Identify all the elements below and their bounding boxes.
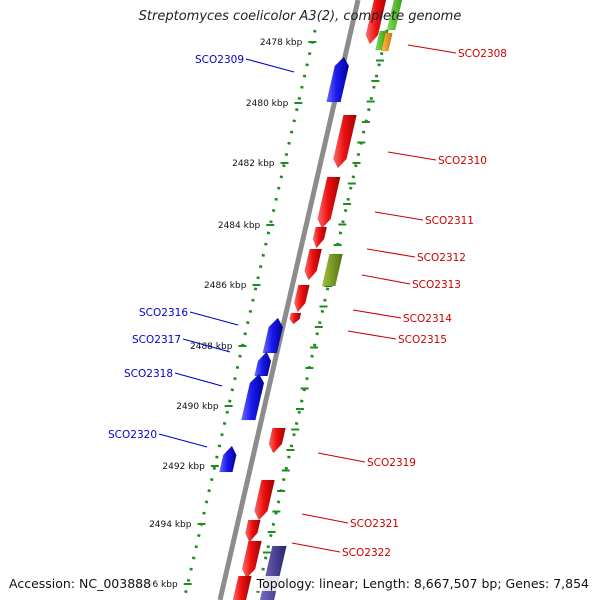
genome-summary: Topology: linear; Length: 8,667,507 bp; … — [254, 576, 591, 591]
kbp-label: 2482 kbp — [232, 159, 275, 169]
right-ruler-track — [254, 29, 389, 600]
leader-line-sco2308 — [407, 44, 457, 54]
leader-line-sco2322 — [291, 542, 341, 553]
gene-label-sco2321[interactable]: SCO2321 — [350, 518, 399, 530]
gene-arrow-sco2307[interactable] — [365, 0, 388, 45]
gene-arrow-sco2324[interactable] — [232, 575, 252, 600]
accession-text: Accession: NC_003888 — [7, 576, 154, 591]
gene-label-sco2316[interactable]: SCO2316 — [139, 307, 188, 319]
gene-arrow-sco2317[interactable] — [254, 351, 272, 377]
gene-arrow-sco2309[interactable] — [326, 56, 350, 103]
leader-line-sco2316 — [189, 311, 239, 326]
gene-arrow-sco2322[interactable] — [245, 519, 261, 543]
feature-purple-block[interactable] — [259, 545, 287, 600]
gene-label-sco2312[interactable]: SCO2312 — [417, 252, 466, 264]
leader-line-sco2309 — [245, 58, 295, 73]
leader-line-sco2321 — [301, 513, 349, 524]
gene-arrow-sco2312[interactable] — [312, 226, 328, 249]
kbp-label: 2492 kbp — [162, 462, 205, 472]
gene-label-sco2322[interactable]: SCO2322 — [342, 547, 391, 559]
leader-line-sco2317 — [182, 338, 231, 353]
gene-arrow-sco2316[interactable] — [262, 317, 284, 354]
gene-arrow-sco2313[interactable] — [304, 248, 323, 281]
leader-line-sco2315 — [347, 330, 397, 340]
leader-line-sco2318 — [174, 372, 223, 387]
leader-line-sco2320 — [158, 433, 208, 448]
gene-arrow-sco2315[interactable] — [289, 312, 302, 325]
leader-line-sco2314 — [352, 309, 402, 319]
kbp-label: 2494 kbp — [149, 520, 192, 530]
gene-arrow-sco2319[interactable] — [268, 427, 286, 454]
gene-arrow-sco2310[interactable] — [333, 114, 357, 169]
gene-arrow-sco2321[interactable] — [254, 479, 275, 521]
gene-arrow-sco2320[interactable] — [219, 445, 237, 473]
gene-arrow-sco2323[interactable] — [241, 540, 262, 579]
gene-label-sco2320[interactable]: SCO2320 — [108, 429, 157, 441]
kbp-label: 2490 kbp — [176, 402, 219, 412]
feature-green-top[interactable] — [386, 0, 404, 31]
gene-label-sco2313[interactable]: SCO2313 — [412, 279, 461, 291]
gene-arrow-sco2314[interactable] — [293, 284, 310, 313]
gene-label-sco2319[interactable]: SCO2319 — [367, 457, 416, 469]
leader-line-sco2313 — [361, 274, 411, 285]
gene-label-sco2315[interactable]: SCO2315 — [398, 334, 447, 346]
leader-line-sco2310 — [387, 151, 437, 161]
kbp-label: 2480 kbp — [246, 99, 289, 109]
gene-arrow-sco2311[interactable] — [317, 176, 341, 229]
kbp-label: 2486 kbp — [204, 281, 247, 291]
gene-label-sco2314[interactable]: SCO2314 — [403, 313, 452, 325]
gene-label-sco2311[interactable]: SCO2311 — [425, 215, 474, 227]
feature-olive-block[interactable] — [321, 253, 343, 287]
map-title: Streptomyces coelicolor A3(2), complete … — [138, 9, 462, 24]
leader-line-sco2319 — [317, 452, 366, 463]
kbp-label: 2478 kbp — [260, 38, 303, 48]
kbp-label: 2496 kbp — [135, 580, 178, 590]
leader-line-sco2311 — [374, 211, 424, 221]
gene-label-sco2309[interactable]: SCO2309 — [195, 54, 244, 66]
gene-label-sco2317[interactable]: SCO2317 — [132, 334, 181, 346]
gene-arrow-sco2318[interactable] — [241, 373, 265, 421]
gene-label-sco2308[interactable]: SCO2308 — [458, 48, 507, 60]
leader-line-sco2312 — [366, 248, 416, 258]
gene-label-sco2318[interactable]: SCO2318 — [124, 368, 173, 380]
kbp-label: 2484 kbp — [218, 221, 261, 231]
feature-orange-block[interactable] — [380, 32, 393, 52]
gene-label-sco2310[interactable]: SCO2310 — [438, 155, 487, 167]
